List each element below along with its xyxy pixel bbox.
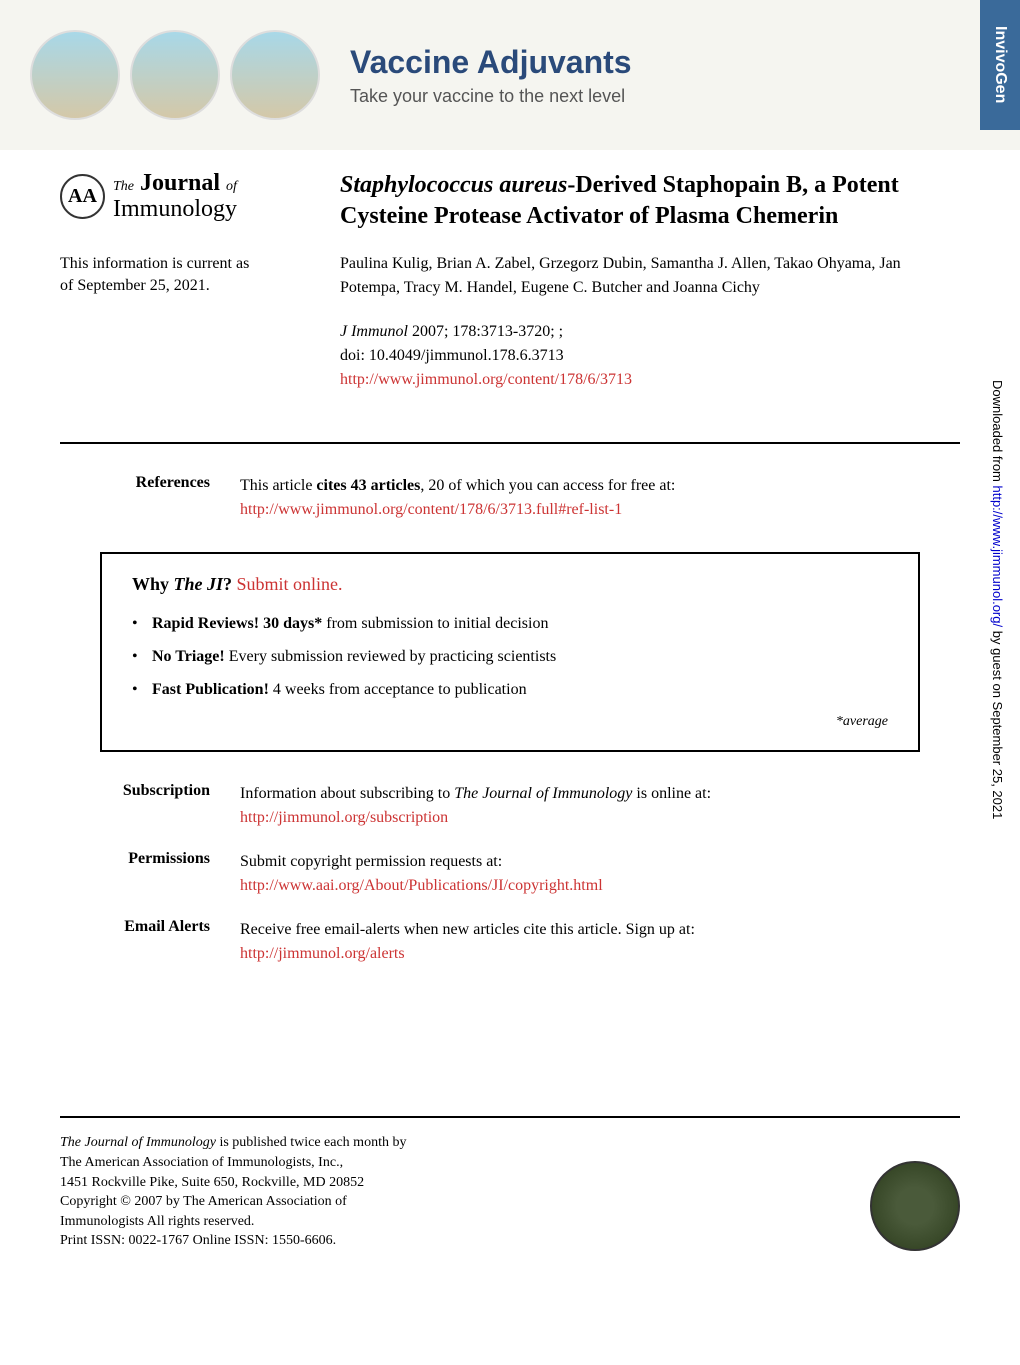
references-row: References This article cites 43 article…: [0, 474, 1020, 522]
why-item-3-bold: Fast Publication!: [152, 681, 269, 698]
footer-line1-ital: The Journal of Immunology: [60, 1135, 216, 1150]
citation-journal: J Immunol: [340, 323, 408, 340]
footer-line5: Immunologists All rights reserved.: [60, 1214, 254, 1229]
current-info-line2: of September 25, 2021.: [60, 277, 210, 294]
why-list: Rapid Reviews! 30 days* from submission …: [132, 615, 888, 699]
download-text-end: by guest on September 25, 2021: [990, 627, 1005, 819]
why-item-2-bold: No Triage!: [152, 648, 225, 665]
why-item-1: Rapid Reviews! 30 days* from submission …: [132, 615, 888, 633]
logo-badge: AA: [60, 174, 105, 219]
banner-title: Vaccine Adjuvants: [350, 44, 990, 81]
article-species: Staphylococcus aureus: [340, 172, 567, 198]
email-alerts-row: Email Alerts Receive free email-alerts w…: [60, 918, 960, 966]
footer-text: The Journal of Immunology is published t…: [60, 1133, 406, 1251]
main-content: AA The Journal of Immunology This inform…: [0, 150, 1020, 412]
journal-the: The: [113, 179, 134, 194]
sponsor-tag: InvivoGen: [980, 0, 1020, 130]
why-item-3: Fast Publication! 4 weeks from acceptanc…: [132, 681, 888, 699]
banner-image-2: [130, 30, 220, 120]
average-note: *average: [132, 714, 888, 730]
subscription-text-end: is online at:: [632, 785, 711, 802]
footer-logo: [870, 1161, 960, 1251]
banner-subtitle: Take your vaccine to the next level: [350, 86, 990, 107]
info-rows: Subscription Information about subscribi…: [0, 782, 1020, 966]
why-title: Why The JI? Submit online.: [132, 574, 888, 595]
journal-name: The Journal of Immunology: [113, 170, 237, 223]
banner-images: [30, 30, 320, 120]
article-title: Staphylococcus aureus-Derived Staphopain…: [340, 170, 960, 232]
footer-line3: 1451 Rockville Pike, Suite 650, Rockvill…: [60, 1175, 364, 1190]
subscription-url[interactable]: http://jimmunol.org/subscription: [240, 809, 448, 826]
subscription-content: Information about subscribing to The Jou…: [240, 782, 960, 830]
why-item-1-bold: Rapid Reviews! 30 days*: [152, 615, 322, 632]
banner-image-1: [30, 30, 120, 120]
subscription-text-start: Information about subscribing to: [240, 785, 454, 802]
permissions-label: Permissions: [60, 850, 240, 898]
download-text-start: Downloaded from: [990, 380, 1005, 486]
references-bold: cites 43 articles: [316, 477, 420, 494]
journal-immunology: Immunology: [113, 196, 237, 222]
current-info-line1: This information is current as: [60, 255, 249, 272]
footer-content: The Journal of Immunology is published t…: [60, 1133, 960, 1251]
references-text: This article cites 43 articles, 20 of wh…: [240, 474, 960, 522]
banner-text: Vaccine Adjuvants Take your vaccine to t…: [350, 44, 990, 107]
why-title-start: Why: [132, 574, 174, 594]
permissions-url[interactable]: http://www.aai.org/About/Publications/JI…: [240, 877, 603, 894]
article-url[interactable]: http://www.jimmunol.org/content/178/6/37…: [340, 371, 632, 388]
current-info: This information is current as of Septem…: [60, 253, 320, 298]
why-title-end: ?: [223, 574, 237, 594]
ad-banner: Vaccine Adjuvants Take your vaccine to t…: [0, 0, 1020, 150]
footer-line4: Copyright © 2007 by The American Associa…: [60, 1194, 347, 1209]
footer-line1-rest: is published twice each month by: [216, 1135, 407, 1150]
references-label: References: [60, 474, 240, 522]
journal-logo: AA The Journal of Immunology: [60, 170, 320, 223]
references-end: , 20 of which you can access for free at…: [420, 477, 675, 494]
citation-rest: 2007; 178:3713-3720; ;: [408, 323, 563, 340]
download-sidebar: Downloaded from http://www.jimmunol.org/…: [990, 380, 1005, 819]
journal-of: of: [226, 179, 237, 194]
why-title-ji: The JI: [174, 574, 224, 594]
subscription-journal-name: The Journal of Immunology: [454, 785, 632, 802]
footer-line6: Print ISSN: 0022-1767 Online ISSN: 1550-…: [60, 1233, 336, 1248]
email-alerts-content: Receive free email-alerts when new artic…: [240, 918, 960, 966]
why-item-3-rest: 4 weeks from acceptance to publication: [269, 681, 527, 698]
why-item-1-rest: from submission to initial decision: [322, 615, 548, 632]
footer-line2: The American Association of Immunologist…: [60, 1155, 343, 1170]
permissions-content: Submit copyright permission requests at:…: [240, 850, 960, 898]
banner-image-3: [230, 30, 320, 120]
references-url[interactable]: http://www.jimmunol.org/content/178/6/37…: [240, 501, 622, 518]
references-start: This article: [240, 477, 316, 494]
download-url[interactable]: http://www.jimmunol.org/: [990, 486, 1005, 628]
journal-word: Journal: [140, 170, 220, 196]
footer: The Journal of Immunology is published t…: [0, 1116, 1020, 1281]
citation-doi: doi: 10.4049/jimmunol.178.6.3713: [340, 347, 564, 364]
email-alerts-url[interactable]: http://jimmunol.org/alerts: [240, 945, 405, 962]
permissions-row: Permissions Submit copyright permission …: [60, 850, 960, 898]
left-column: AA The Journal of Immunology This inform…: [60, 170, 340, 392]
right-column: Staphylococcus aureus-Derived Staphopain…: [340, 170, 960, 392]
why-item-2-rest: Every submission reviewed by practicing …: [225, 648, 556, 665]
footer-divider: [60, 1116, 960, 1118]
divider-1: [60, 442, 960, 444]
subscription-label: Subscription: [60, 782, 240, 830]
why-box: Why The JI? Submit online. Rapid Reviews…: [100, 552, 920, 752]
article-citation: J Immunol 2007; 178:3713-3720; ; doi: 10…: [340, 320, 960, 392]
why-item-2: No Triage! Every submission reviewed by …: [132, 648, 888, 666]
why-submit-link[interactable]: Submit online.: [237, 574, 343, 594]
email-alerts-text: Receive free email-alerts when new artic…: [240, 921, 695, 938]
email-alerts-label: Email Alerts: [60, 918, 240, 966]
article-authors: Paulina Kulig, Brian A. Zabel, Grzegorz …: [340, 252, 960, 300]
subscription-row: Subscription Information about subscribi…: [60, 782, 960, 830]
permissions-text: Submit copyright permission requests at:: [240, 853, 502, 870]
